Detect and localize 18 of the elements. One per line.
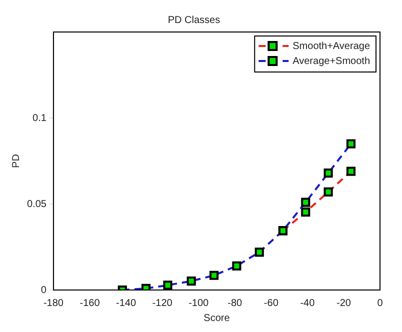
- y-axis-title: PD: [10, 154, 22, 168]
- x-tick-label: -100: [188, 298, 210, 309]
- x-tick-label: -20: [336, 298, 352, 309]
- x-axis-title: Score: [204, 312, 230, 324]
- x-tick-label: -160: [80, 298, 100, 309]
- y-tick-label: 0.1: [32, 112, 47, 124]
- y-tick-label: 0.05: [26, 198, 47, 210]
- x-tick-label: -120: [152, 298, 173, 309]
- x-tick-label: -180: [43, 298, 64, 309]
- x-tick-label: -80: [228, 298, 243, 309]
- x-tick-label: -140: [116, 298, 136, 309]
- x-tick-label: 0: [377, 298, 384, 309]
- x-tick-label: -60: [264, 298, 279, 309]
- x-tick-label: -40: [300, 298, 316, 309]
- chart-title: PD Classes: [168, 14, 220, 26]
- legend-label: Smooth+Average: [292, 40, 370, 52]
- y-tick-label: 0: [40, 284, 47, 296]
- legend-label: Average+Smooth: [292, 56, 370, 67]
